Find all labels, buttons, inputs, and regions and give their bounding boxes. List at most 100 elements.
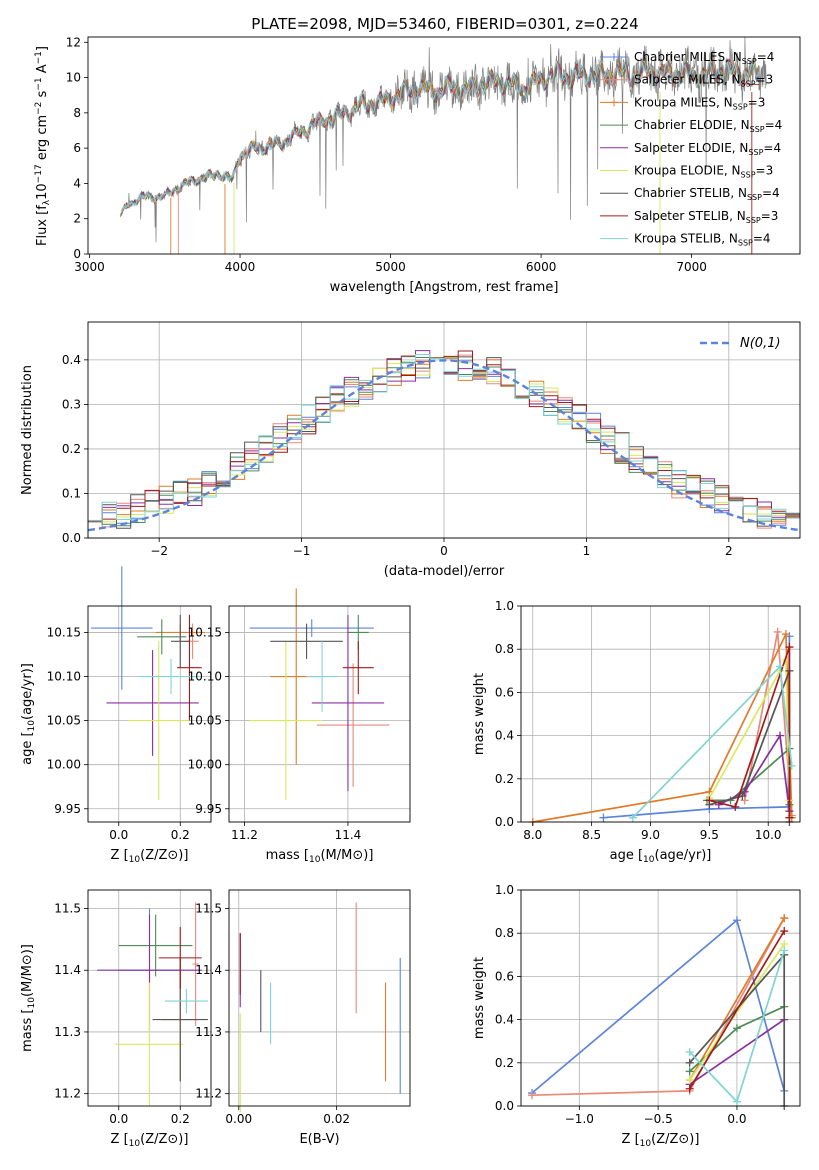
massweight_vs_age-xlabel-part: 10	[643, 855, 655, 865]
mass_vs_z-xlabel-part: Z [	[111, 1132, 129, 1147]
massweight_vs_age-xlabel: age [10(age/yr)]	[610, 848, 712, 865]
massweight_vs_age-xtick-label: 8.5	[582, 828, 601, 842]
mass_vs_ebv-ytick-label: 11.2	[195, 1087, 222, 1101]
massweight_vs_age-xtick-label: 8.0	[523, 828, 542, 842]
age_vs_z-ytick-label: 10.05	[47, 714, 81, 728]
mass_vs_ebv-grid	[229, 890, 410, 1106]
mass_vs_z-ytick-label: 11.3	[54, 1025, 81, 1039]
age_vs_z-xlabel-part: 10	[129, 855, 141, 865]
age_vs_mass-ytick-label: 10.00	[188, 758, 222, 772]
legend-label-part: SSP	[741, 80, 756, 89]
massweight_vs_age-ylabel: mass weight	[472, 673, 487, 755]
spectrum-xtick-label: 3000	[74, 260, 105, 274]
spectrum-ylabel-part: −17	[34, 164, 44, 183]
massweight_vs_age-ytick-label: 0.8	[495, 642, 514, 656]
massweight_vs_z-frame	[520, 889, 801, 1107]
age_vs_mass-xtick-label: 11.4	[335, 828, 362, 842]
age_vs_z-frame	[87, 605, 212, 823]
massweight_vs_age-point-kroupa_stelib	[787, 761, 796, 770]
residuals-xlabel: (data-model)/error	[384, 564, 505, 579]
legend-label-part: =4	[763, 141, 781, 155]
residuals-frame	[87, 321, 801, 539]
age_vs_mass-xlabel-part: (M/M⊙)	[320, 848, 368, 863]
massweight_vs_z-xtick-label: −0.5	[644, 1112, 673, 1126]
age_vs_mass-ytick-label: 10.10	[188, 670, 222, 684]
legend-label-part: =4	[765, 118, 783, 132]
age_vs_z-xlabel-part: ]	[183, 848, 188, 863]
residuals-ytick-label: 0.3	[62, 397, 81, 411]
spectrum-xtick-label: 5000	[375, 260, 406, 274]
residuals-xtick-label: −2	[150, 544, 168, 558]
residuals-ytick-label: 0.1	[62, 486, 81, 500]
legend-label-part: SSP	[746, 216, 761, 225]
legend-label-salpeter_stelib: Salpeter STELIB, NSSP=3	[634, 209, 778, 225]
massweight_vs_z-point-chabrier_miles	[732, 916, 741, 925]
massweight_vs_age-xtick-label: 9.0	[641, 828, 660, 842]
spectrum-ytick-label: 6	[73, 141, 81, 155]
legend-label-part: Chabrier ELODIE, N	[634, 118, 750, 132]
legend-label-part: Salpeter MILES, N	[634, 73, 741, 87]
spectrum-ylabel: Flux [fλ10−17 erg cm−2 s−1 A−1]	[34, 46, 52, 246]
massweight_vs_age-ytick-label: 1.0	[495, 599, 514, 613]
age_vs_mass-plot-area	[249, 588, 390, 800]
legend-label-part: Kroupa STELIB, N	[634, 232, 738, 246]
age_vs_z-xlabel: Z [10(Z/Z⊙)]	[111, 848, 189, 865]
massweight_vs_age-point-salpeter_miles	[773, 627, 782, 636]
age_vs_z-xlabel-part: Z [	[111, 848, 129, 863]
massweight_vs_z-xlabel-part: 10	[640, 1139, 652, 1149]
mass_vs_ebv-plot-area	[239, 902, 401, 1113]
mass_vs_z-ytick-label: 11.4	[54, 963, 81, 977]
massweight_vs_age-ytick-label: 0.6	[495, 685, 514, 699]
age_vs_z-xtick-label: 0.2	[171, 828, 190, 842]
massweight_vs_z-point-chabrier_elodie	[685, 1067, 694, 1076]
mass_vs_ebv-ytick-label: 11.3	[195, 1025, 222, 1039]
residuals-ytick-label: 0.2	[62, 442, 81, 456]
mass_vs_z-plot-area	[97, 902, 208, 1106]
age_vs_z-ylabel: age [10(age/yr)]	[20, 663, 37, 765]
massweight_vs_z-ytick-label: 0.0	[495, 1099, 514, 1113]
spectrum-xtick-label: 4000	[225, 260, 256, 274]
age_vs_z-ylabel-part: 10	[27, 720, 37, 732]
legend-label-part: =3	[756, 164, 774, 178]
age_vs_z-ytick-label: 10.00	[47, 758, 81, 772]
massweight_vs_z-series-kroupa_elodie	[689, 943, 785, 1081]
age_vs_mass-ytick-label: 10.15	[188, 625, 222, 639]
residuals-xtick-label: 2	[725, 544, 733, 558]
legend-label-chabrier_stelib: Chabrier STELIB, NSSP=4	[634, 186, 780, 202]
massweight_vs_age-chart: 8.0 8.5 9.0 9.5 10.0 0.0 0.2 0.4 0.6 0.8 1.0 age [1…	[472, 599, 801, 865]
spectrum-ytick-label: 12	[66, 35, 81, 49]
spectrum-ylabel-part: −1	[34, 77, 44, 90]
residuals-xtick-label: 1	[583, 544, 591, 558]
age_vs_mass-ytick-label: 10.05	[188, 714, 222, 728]
massweight_vs_z-point-chabrier_stelib	[685, 1058, 694, 1067]
massweight_vs_age-xlabel-part: (age/yr)	[655, 848, 707, 863]
age_vs_z-xlabel-part: (Z/Z⊙)	[140, 848, 183, 863]
mass_vs_z-xtick-label: 0.2	[171, 1112, 190, 1126]
legend-label-part: =4	[757, 50, 775, 64]
age_vs_z-ylabel-part: ]	[20, 663, 35, 668]
age_vs_z-xtick-label: 0.0	[109, 828, 128, 842]
age_vs_mass-xtick-label: 11.2	[231, 828, 258, 842]
model-spectrum-line-kroupa_stelib	[120, 59, 760, 213]
massweight_vs_z-point-kroupa_stelib	[780, 946, 789, 955]
legend-label-part: Salpeter STELIB, N	[634, 209, 746, 223]
massweight_vs_age-point-salpeter_stelib	[705, 796, 714, 805]
massweight_vs_z-chart: −1.0 −0.5 0.0 0.0 0.2 0.4 0.6 0.8 1.0 Z [10(Z/Z⊙)…	[472, 883, 801, 1149]
massweight_vs_z-ylabel: mass weight	[472, 957, 487, 1039]
mass_vs_z-ylabel: mass [10(M/M⊙)]	[20, 944, 37, 1052]
spectrum-xlabel: wavelength [Angstrom, rest frame]	[330, 280, 559, 295]
age_vs_mass-frame	[228, 605, 411, 823]
massweight_vs_age-xtick-label: 9.5	[700, 828, 719, 842]
massweight_vs_z-ytick-label: 0.2	[495, 1056, 514, 1070]
mass_vs_z-ylabel-part: (M/M⊙)	[20, 949, 35, 997]
age_vs_z-ytick-label: 10.10	[47, 670, 81, 684]
massweight_vs_z-xtick-label: 0.0	[727, 1112, 746, 1126]
residuals-ylabel: Normed distribution	[20, 365, 35, 495]
gaussian-curve	[87, 359, 801, 532]
legend-label-salpeter_elodie: Salpeter ELODIE, NSSP=4	[634, 141, 781, 157]
massweight_vs_z-xlabel-part: (Z/Z⊙)	[651, 1132, 694, 1147]
massweight_vs_z-plot-area	[528, 914, 789, 1110]
age_vs_z-ylabel-part: (age/yr)	[20, 668, 35, 720]
mass_vs_z-xlabel-part: ]	[183, 1132, 188, 1147]
